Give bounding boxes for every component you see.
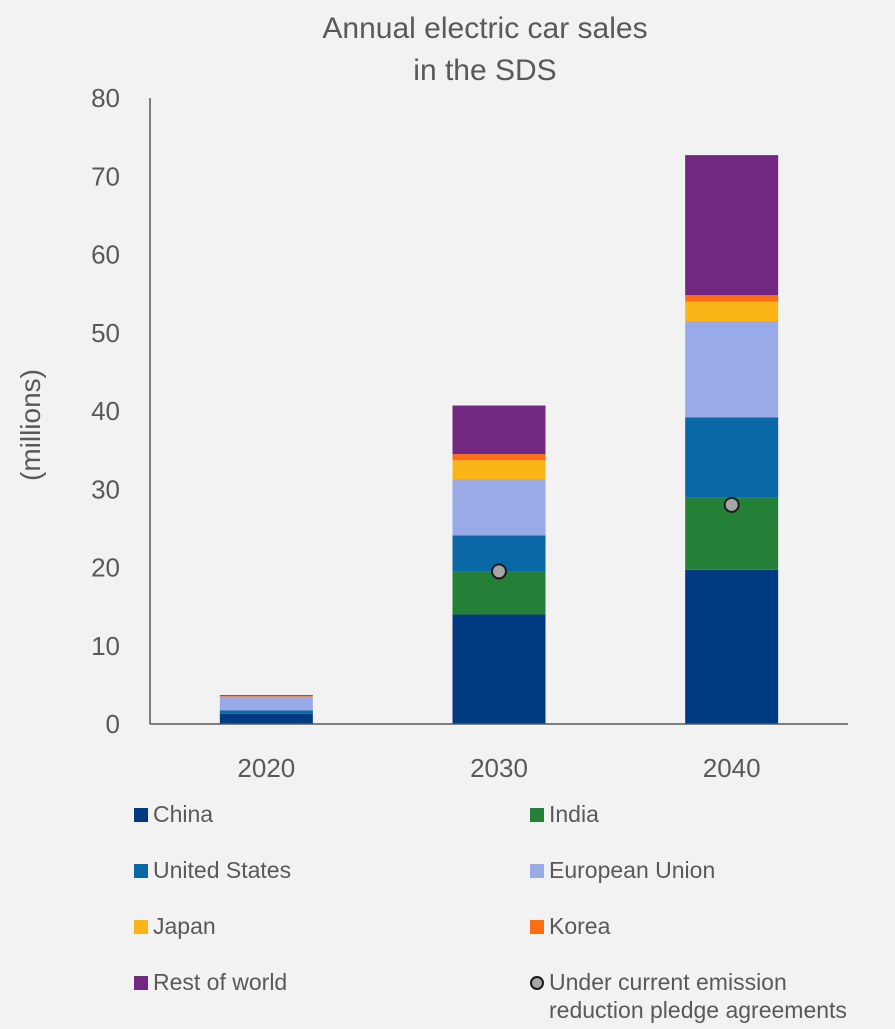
bar-segment bbox=[685, 295, 779, 302]
legend-label: China bbox=[153, 801, 213, 827]
y-tick-label: 30 bbox=[91, 474, 120, 504]
y-axis-title: (millions) bbox=[15, 369, 46, 481]
bar-segment bbox=[219, 713, 313, 715]
bar-segment bbox=[685, 301, 779, 322]
chart-title-line-2: in the SDS bbox=[413, 54, 556, 87]
x-tick-label: 2020 bbox=[237, 753, 295, 783]
bar-segment bbox=[452, 454, 546, 461]
x-tick-label: 2030 bbox=[470, 753, 528, 783]
legend-label: reduction pledge agreements bbox=[549, 997, 847, 1023]
bar-segment bbox=[452, 479, 546, 536]
y-tick-labels: 0 10 20 30 40 50 60 70 80 bbox=[91, 83, 120, 739]
bar-segment bbox=[219, 695, 313, 696]
legend-swatch bbox=[530, 808, 544, 822]
y-tick-label: 60 bbox=[91, 240, 120, 270]
bar-segment bbox=[452, 460, 546, 480]
bar-segment bbox=[219, 696, 313, 711]
y-tick-label: 0 bbox=[106, 709, 120, 739]
legend-swatch bbox=[530, 864, 544, 878]
pledge-marker bbox=[723, 496, 740, 513]
y-tick-label: 10 bbox=[91, 631, 120, 661]
legend-swatch bbox=[134, 808, 148, 822]
y-tick-label: 20 bbox=[91, 553, 120, 583]
legend-label: Under current emission bbox=[549, 969, 787, 995]
x-tick-label: 2040 bbox=[703, 753, 761, 783]
bar-segment bbox=[452, 614, 546, 724]
bar-segment bbox=[219, 710, 313, 714]
y-tick-label: 80 bbox=[91, 83, 120, 113]
legend-swatch bbox=[134, 864, 148, 878]
y-tick-label: 70 bbox=[91, 161, 120, 191]
bars bbox=[219, 155, 779, 724]
y-tick-label: 50 bbox=[91, 318, 120, 348]
legend-swatch bbox=[134, 976, 148, 990]
bar-segment bbox=[452, 405, 546, 455]
bar-segment bbox=[219, 713, 313, 724]
legend-swatch bbox=[530, 920, 544, 934]
chart-title-line-1: Annual electric car sales bbox=[322, 12, 647, 45]
pledge-markers bbox=[491, 496, 740, 580]
legend-label: European Union bbox=[549, 857, 715, 883]
legend: China India United States European Union Jap… bbox=[134, 801, 847, 1023]
legend-label: Japan bbox=[153, 913, 216, 939]
legend-swatch bbox=[134, 920, 148, 934]
legend-label: Rest of world bbox=[153, 969, 287, 995]
legend-marker bbox=[530, 976, 544, 990]
legend-label: United States bbox=[153, 857, 291, 883]
bar-segment bbox=[685, 155, 779, 296]
pledge-marker bbox=[491, 563, 507, 580]
bar-segment bbox=[685, 417, 779, 498]
bar-segment bbox=[219, 695, 313, 697]
bar-segment bbox=[685, 321, 779, 418]
legend-label: India bbox=[549, 801, 599, 827]
y-tick-label: 40 bbox=[91, 396, 120, 426]
bar-segment bbox=[685, 569, 779, 724]
x-tick-labels: 2020 2030 2040 bbox=[237, 753, 760, 783]
legend-label: Korea bbox=[549, 913, 611, 939]
